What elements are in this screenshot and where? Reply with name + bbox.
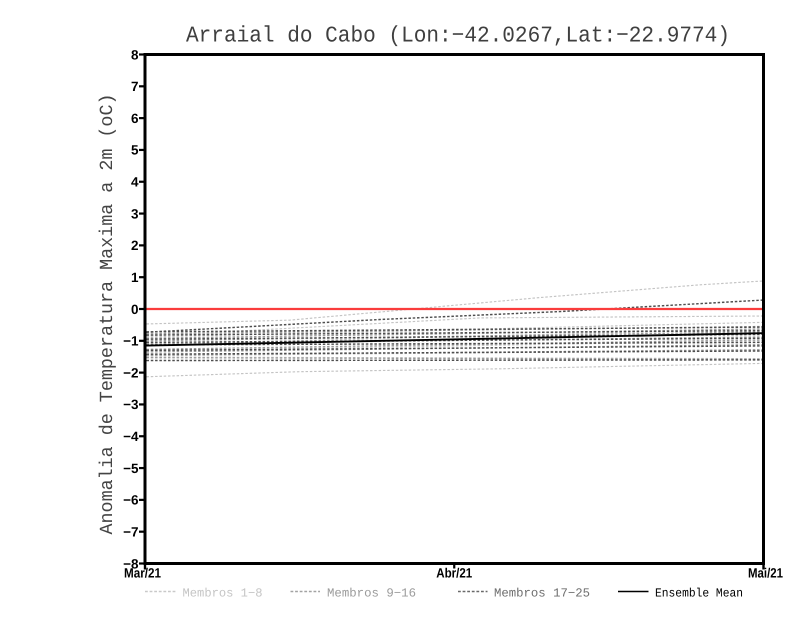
svg-text:−6: −6 <box>123 493 139 508</box>
svg-text:7: 7 <box>131 79 139 94</box>
svg-text:4: 4 <box>131 175 139 190</box>
svg-text:Ensemble Mean: Ensemble Mean <box>655 587 743 601</box>
svg-text:1: 1 <box>131 270 139 285</box>
svg-text:−7: −7 <box>123 524 138 539</box>
svg-text:−8: −8 <box>123 556 139 571</box>
svg-text:Mai/21: Mai/21 <box>748 566 783 581</box>
svg-text:−4: −4 <box>123 429 139 444</box>
svg-text:−2: −2 <box>123 365 138 380</box>
svg-text:Membros 1−8: Membros 1−8 <box>183 587 263 601</box>
svg-text:Anomalia de Temperatura Maxima: Anomalia de Temperatura Maxima a 2m (oC) <box>97 94 118 535</box>
svg-text:−1: −1 <box>123 334 139 349</box>
svg-text:Abr/21: Abr/21 <box>436 566 472 581</box>
svg-text:−3: −3 <box>123 397 139 412</box>
svg-text:2: 2 <box>131 238 139 253</box>
svg-text:Membros 17−25: Membros 17−25 <box>494 587 590 601</box>
svg-text:Mar/21: Mar/21 <box>124 566 161 581</box>
svg-text:8: 8 <box>131 47 139 62</box>
svg-text:5: 5 <box>131 143 139 158</box>
svg-text:0: 0 <box>131 302 139 317</box>
svg-text:−5: −5 <box>123 461 139 476</box>
svg-text:Membros 9−16: Membros 9−16 <box>327 587 416 601</box>
svg-text:3: 3 <box>131 206 139 221</box>
svg-text:Arraial do Cabo (Lon:−42.0267,: Arraial do Cabo (Lon:−42.0267,Lat:−22.97… <box>186 23 730 49</box>
svg-text:6: 6 <box>131 111 139 126</box>
